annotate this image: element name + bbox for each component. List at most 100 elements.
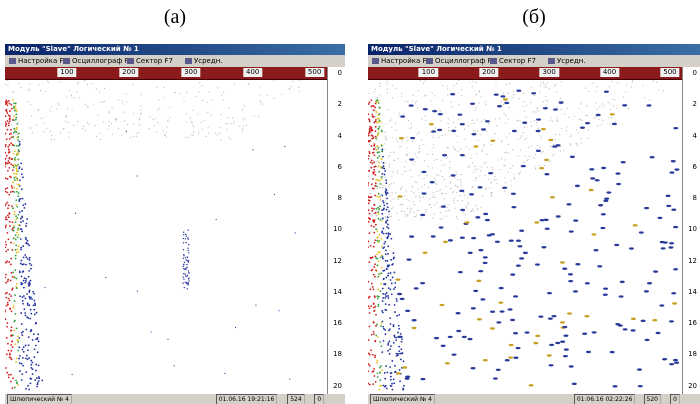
echo	[371, 151, 374, 154]
echo	[22, 176, 24, 179]
echo	[616, 182, 622, 186]
echo	[368, 202, 370, 205]
echo	[14, 269, 17, 271]
echo	[410, 127, 412, 129]
toolbar-button[interactable]: Настройка F2	[372, 55, 431, 67]
echo	[376, 323, 378, 326]
echo	[439, 212, 441, 214]
echo	[28, 304, 31, 307]
echo	[54, 139, 56, 141]
echo	[432, 194, 434, 196]
echo	[27, 282, 30, 285]
echo	[388, 210, 390, 213]
toolbar-button[interactable]: Сектор F7	[490, 55, 536, 67]
echo	[8, 261, 11, 264]
echo	[139, 109, 142, 111]
echo	[292, 80, 294, 82]
echo	[7, 148, 10, 151]
echo	[5, 318, 7, 321]
toolbar-button[interactable]: Осциллограф F5	[63, 55, 133, 67]
toolbar-button[interactable]: Осциллограф F5	[426, 55, 496, 67]
toolbar-button[interactable]: Сектор F7	[127, 55, 173, 67]
echo	[470, 157, 472, 159]
echo	[376, 195, 379, 198]
echo	[446, 146, 448, 148]
echo	[622, 96, 625, 98]
echo	[575, 143, 577, 145]
echo	[90, 82, 93, 85]
echo	[625, 91, 627, 94]
echo	[597, 265, 603, 268]
echo	[456, 186, 459, 188]
echo	[374, 239, 377, 242]
echo	[432, 217, 434, 219]
echo	[12, 305, 15, 307]
echo	[385, 232, 388, 235]
echo	[17, 245, 20, 248]
echo	[445, 157, 448, 159]
echo	[133, 112, 135, 114]
echo	[500, 141, 502, 143]
echo	[384, 170, 387, 172]
echo	[5, 102, 8, 105]
echo	[387, 343, 389, 346]
echo	[461, 94, 463, 97]
echo	[368, 246, 369, 249]
echo	[6, 214, 9, 217]
echo	[20, 312, 23, 314]
echo	[384, 296, 387, 299]
echo	[480, 121, 482, 123]
echo	[425, 211, 427, 213]
echo	[103, 100, 105, 102]
echo	[525, 137, 527, 139]
echo	[380, 132, 382, 134]
echo	[368, 240, 370, 243]
echo	[378, 251, 381, 254]
echo	[108, 112, 110, 114]
echo	[376, 253, 379, 256]
echo	[504, 359, 510, 362]
echo	[622, 328, 628, 331]
echo	[646, 104, 652, 107]
echo	[460, 148, 462, 150]
toolbar-button[interactable]: Настройка F2	[9, 55, 68, 67]
echo	[375, 116, 377, 118]
toolbar-button[interactable]: Усредн.	[548, 55, 586, 67]
echo	[30, 312, 33, 315]
echo	[374, 184, 377, 187]
echo	[659, 304, 665, 307]
echo	[375, 214, 377, 216]
echo	[10, 241, 12, 244]
echo	[377, 241, 380, 244]
echo	[476, 130, 479, 132]
echo	[552, 120, 554, 122]
echo	[616, 107, 618, 110]
echo	[29, 297, 31, 300]
echo	[13, 176, 16, 179]
echo	[368, 134, 370, 137]
echo	[185, 281, 188, 284]
echo	[395, 138, 398, 140]
echo	[442, 153, 448, 157]
echo	[140, 93, 142, 96]
echo	[601, 166, 607, 170]
echo	[548, 161, 550, 163]
echo	[556, 91, 558, 93]
echo	[502, 93, 505, 95]
status-cell: 01.06.16 02:22:26	[573, 394, 636, 404]
echo	[451, 129, 457, 133]
echo	[185, 241, 187, 244]
toolbar-button[interactable]: Усредн.	[185, 55, 223, 67]
echo	[437, 112, 443, 116]
echo	[431, 92, 433, 94]
echo	[545, 84, 547, 86]
depth-tick: 2	[692, 100, 697, 109]
echo	[30, 264, 33, 266]
echo	[533, 95, 536, 97]
echo	[35, 363, 38, 366]
echo	[447, 122, 449, 125]
echo	[673, 225, 679, 229]
echo	[384, 162, 386, 164]
echo	[522, 121, 528, 124]
echo	[13, 172, 15, 175]
